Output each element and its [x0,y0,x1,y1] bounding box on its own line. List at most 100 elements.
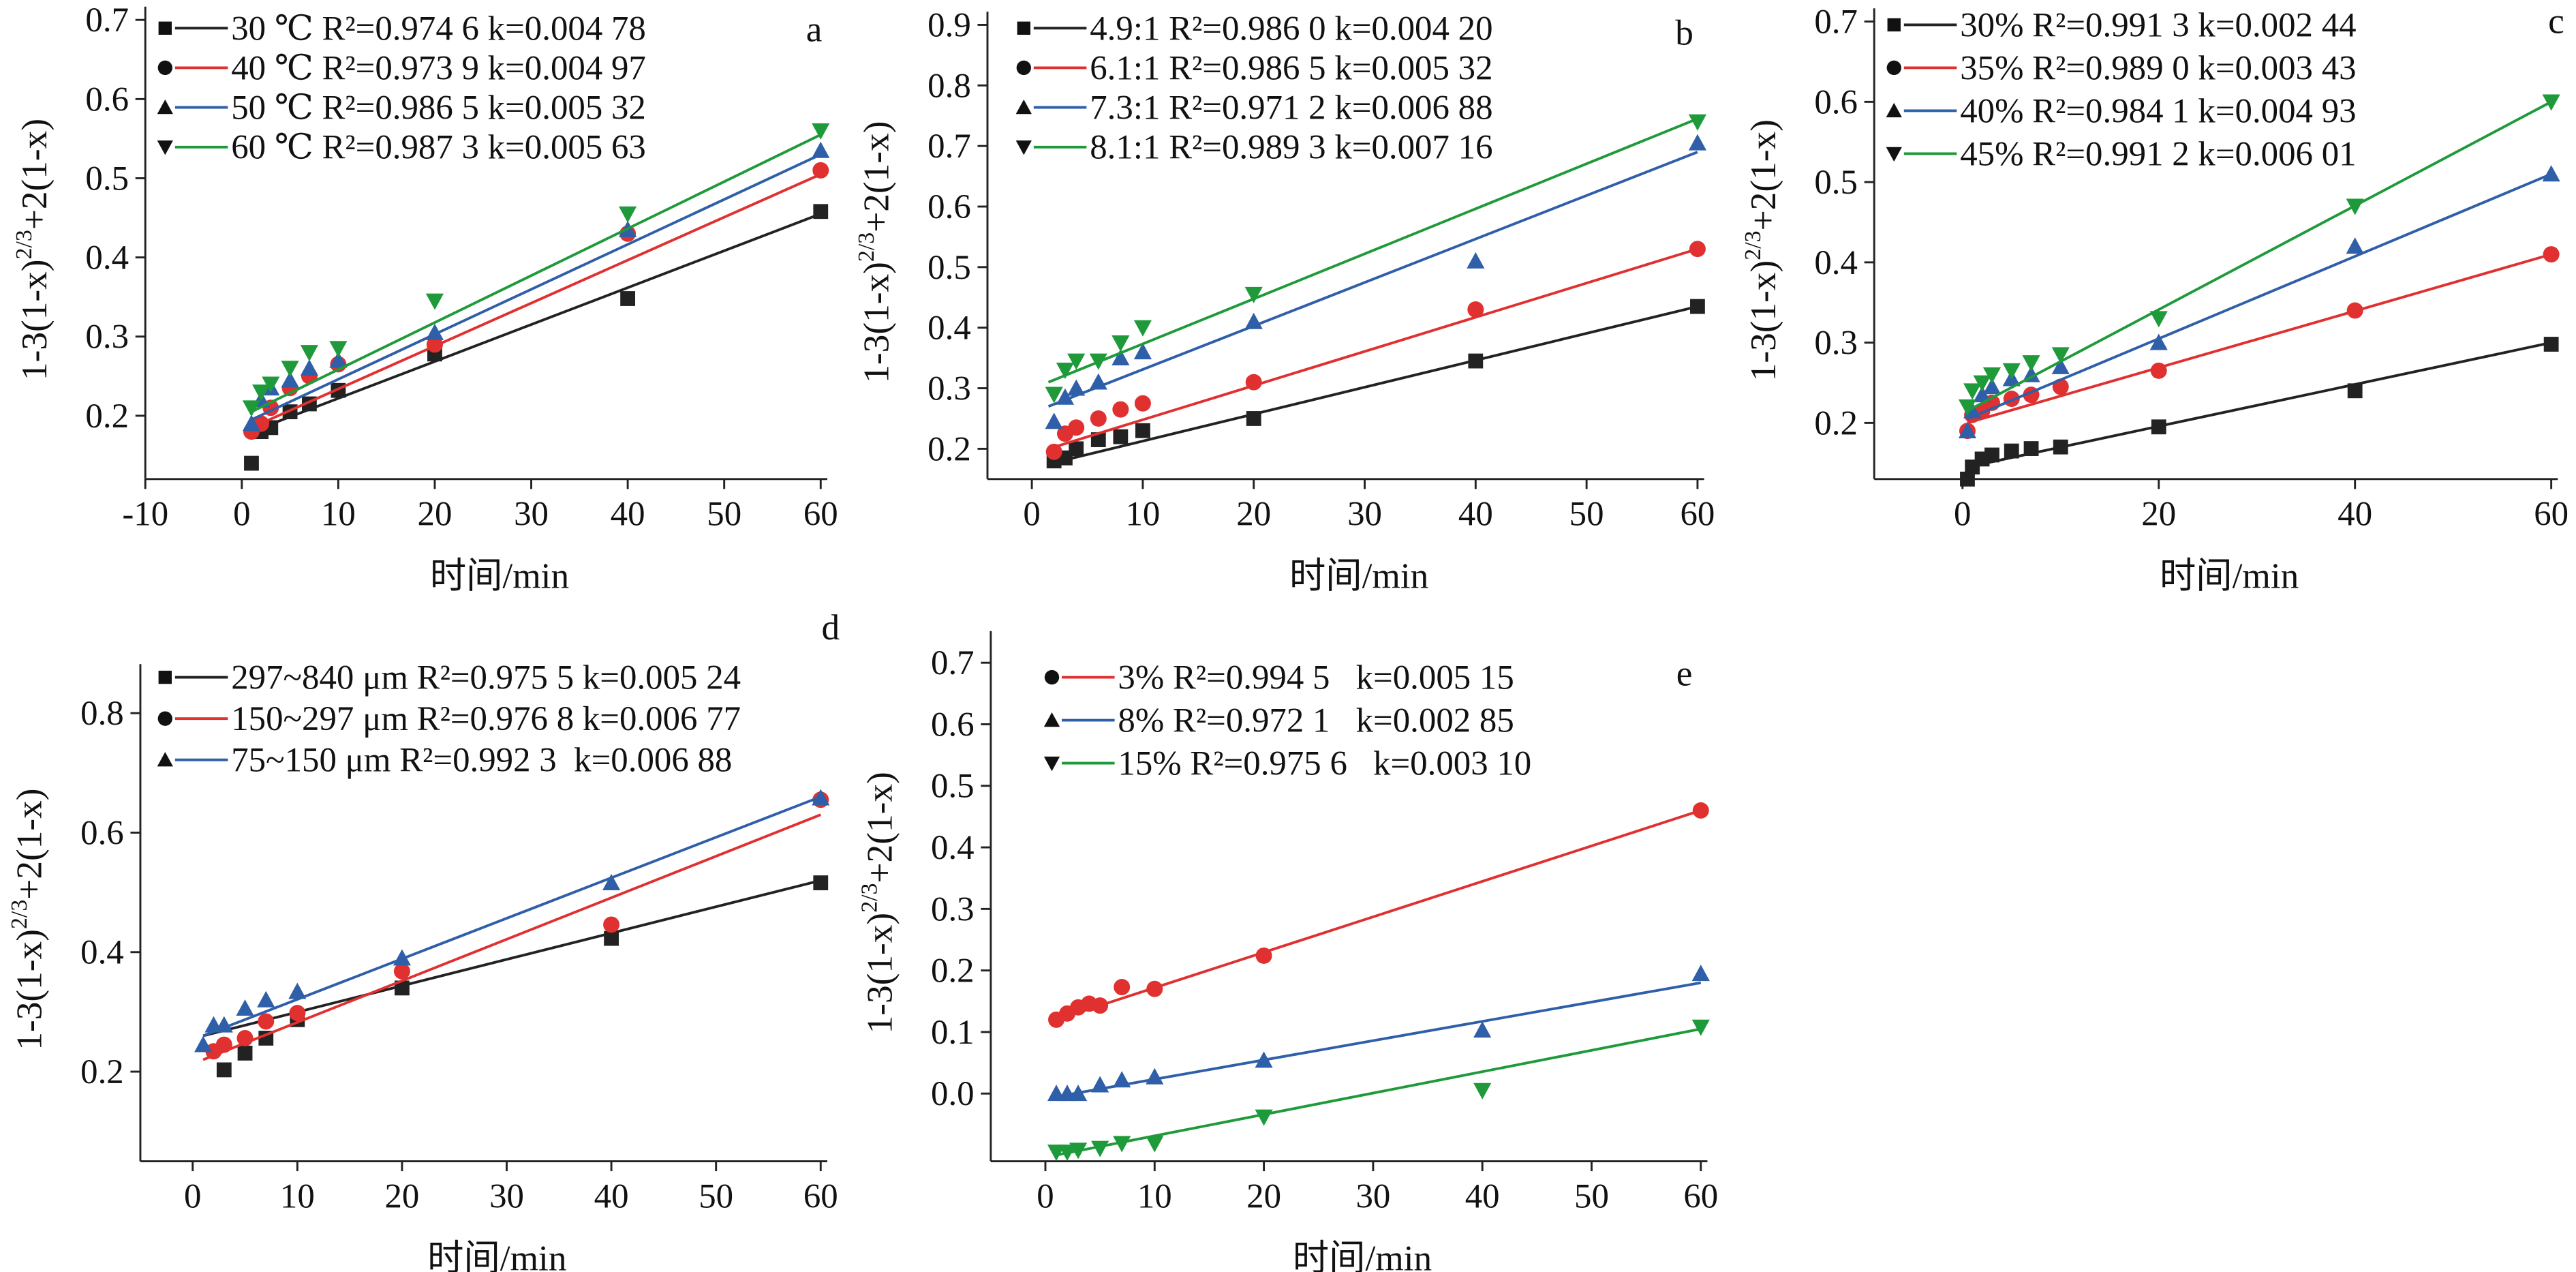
legend-marker [1016,60,1031,76]
x-tick-label: 20 [2141,496,2176,534]
data-point [1146,980,1163,997]
data-point [1045,412,1063,429]
legend-label: 60 ℃ R²=0.987 3 k=0.005 63 [231,129,646,167]
y-tick-label: 0.2 [80,1053,124,1091]
data-point [602,874,621,890]
data-point [603,916,620,933]
x-tick-label: 10 [280,1177,315,1215]
data-point [1091,1140,1109,1157]
data-point [1468,353,1484,369]
y-label-sup: 2/3 [7,900,32,929]
fit-line [1048,305,1698,466]
y-tick-label: 0.6 [927,188,971,226]
data-point [1068,419,1085,436]
data-point [1111,349,1130,366]
y-axis-label: 1-3(1-x)2/3+2(1-x) [1741,119,1783,381]
data-point [1244,286,1263,303]
x-tick-label: 20 [384,1177,419,1215]
legend-marker [1043,756,1060,772]
y-axis-label: 1-3(1-x)2/3+2(1-x) [854,121,897,383]
data-point [812,141,830,158]
legend-marker [1015,140,1032,155]
data-point [1056,388,1075,405]
data-point [2051,347,2070,364]
data-point [1114,979,1131,996]
fit-line [1967,172,2552,421]
data-point [236,999,254,1016]
panel: 0 20 40 60 0.2 0.3 0.4 0.5 0.6 0.7 时间/min 1-3(1-x)2… [1741,1,2569,596]
data-point [2347,383,2363,399]
data-point [2149,333,2168,350]
y-tick-label: 0.7 [85,1,129,40]
data-point [244,455,259,471]
y-tick-label: 0.4 [927,309,971,348]
data-point [257,990,275,1008]
data-point [1691,965,1710,982]
y-label-rest: +2(1-x) [857,121,897,232]
data-point [1067,353,1086,370]
data-point [2004,443,2019,459]
data-point [2346,237,2364,254]
y-tick-label: 0.0 [931,1075,975,1113]
legend-marker [158,670,172,684]
data-point [1688,134,1707,151]
x-tick-label: 40 [594,1177,629,1215]
data-point [1045,387,1063,404]
data-point [425,323,444,340]
data-point [1069,1142,1088,1160]
data-point [1973,386,1991,403]
y-tick-label: 0.6 [80,814,124,852]
x-tick-label: 50 [1569,496,1604,534]
legend-label: 40 ℃ R²=0.973 9 k=0.004 97 [231,49,646,87]
data-point [281,361,299,378]
legend-label: 40% R²=0.984 1 k=0.004 93 [1960,92,2356,130]
data-point [1963,383,1982,400]
fit-line [1056,981,1702,1098]
x-tick-label: 60 [1680,496,1715,534]
x-tick-label: 0 [1954,496,1971,534]
data-point [262,376,280,393]
data-point [2002,363,2021,380]
data-point [813,204,829,219]
data-point [2023,441,2039,456]
legend-marker [1887,18,1901,32]
data-point [1984,447,1999,463]
data-point [1089,373,1107,390]
panel: 0 10 20 30 40 50 60 0.0 0.1 0.2 0.3 0.4 0.5 0.6 0.7 时间/… [857,631,1718,1272]
data-point [1473,1082,1492,1100]
x-axis-label: 时间/min [2160,556,2299,596]
data-point [1958,399,1977,416]
legend-label: 75~150 μm R²=0.992 3 k=0.006 88 [231,742,732,780]
y-label-rest: +2(1-x) [859,772,900,883]
data-point [812,123,830,140]
data-point [1067,379,1086,396]
y-tick-label: 0.5 [1814,164,1858,202]
data-point [1069,441,1084,457]
panel: -10 0 10 20 30 40 50 60 0.2 0.3 0.4 0.5 0.6 0.7 时间/min… [12,1,838,596]
y-tick-label: 0.2 [85,397,129,436]
legend-label: 3% R²=0.994 5 k=0.005 15 [1118,659,1514,697]
y-label-sup: 2/3 [854,232,879,262]
data-point [1135,423,1150,438]
data-point [1689,241,1706,258]
x-tick-label: 30 [1347,496,1382,534]
data-point [1691,1019,1710,1036]
data-point [1092,997,1109,1014]
panel: 0 10 20 30 40 50 60 0.2 0.3 0.4 0.5 0.6 0.7 0.8 0.9 时间/… [854,6,1715,596]
data-point [281,371,299,388]
data-point [393,963,410,980]
data-point [329,351,348,368]
y-tick-label: 0.1 [931,1014,975,1052]
data-point [620,291,636,306]
data-point [329,341,348,358]
x-tick-label: 10 [1137,1177,1172,1215]
data-point [1692,802,1709,819]
panel: 0 10 20 30 40 50 600.20.40.60.8时间/min1-3(1-x)2… [7,607,840,1272]
y-tick-label: 0.2 [931,952,975,990]
panel-label: e [1676,654,1693,694]
legend-marker [1017,21,1030,35]
data-point [1467,252,1485,269]
data-point [1113,1136,1131,1153]
y-tick-label: 0.6 [931,706,975,744]
legend-marker [1044,669,1060,685]
